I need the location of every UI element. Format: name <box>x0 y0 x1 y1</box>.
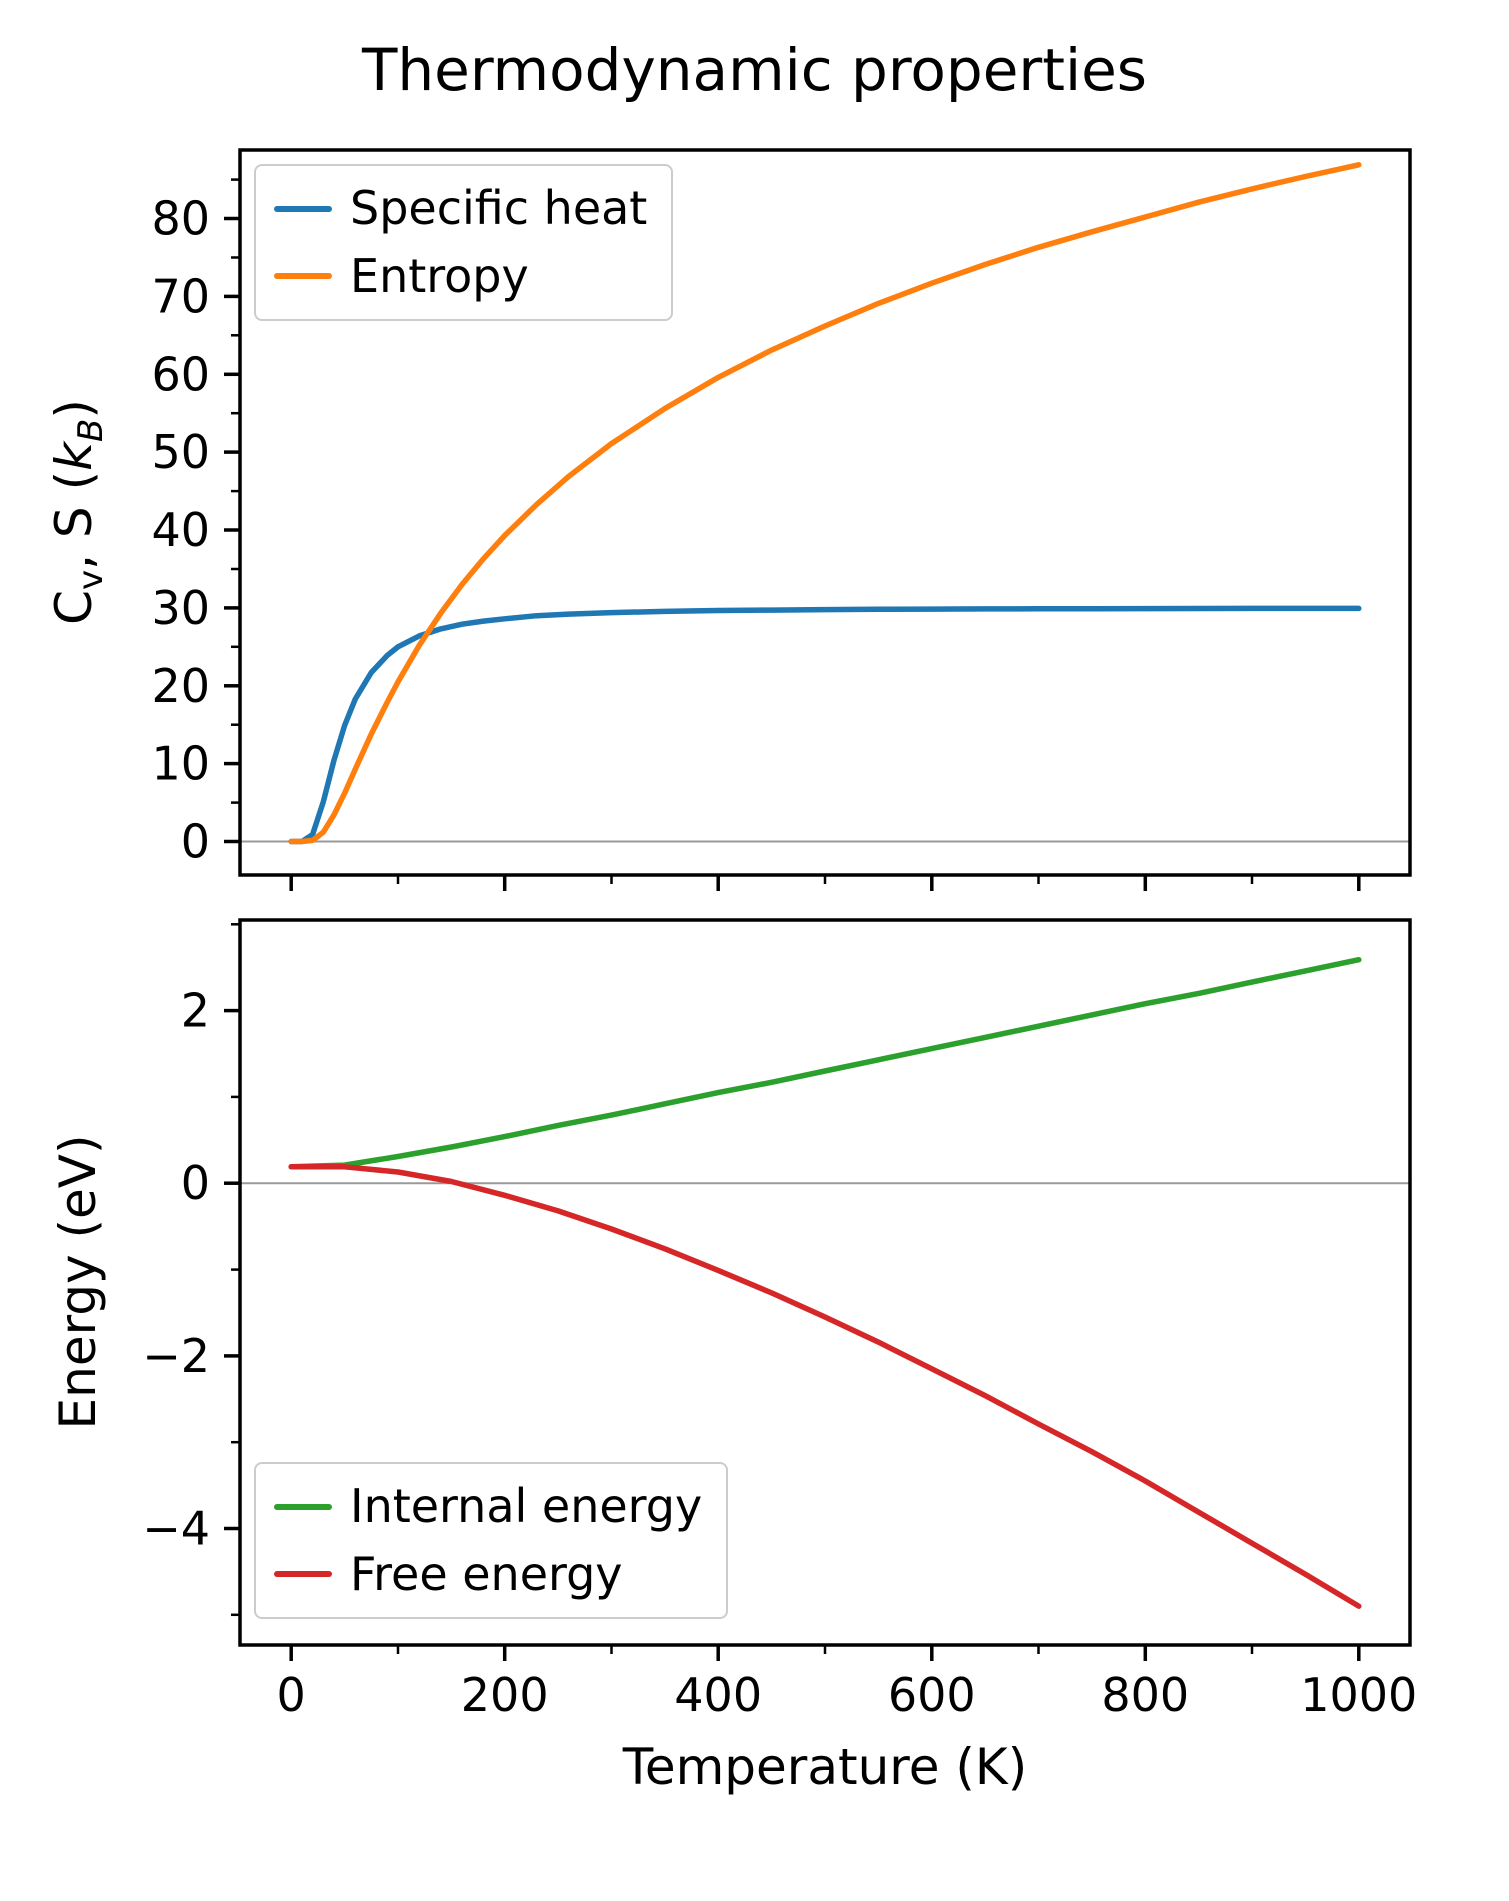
curve-entropy <box>288 162 1362 845</box>
x-tick-label: 200 <box>461 1668 549 1722</box>
legend-item-specific-heat: Specific heat <box>274 180 647 238</box>
bottom-y-tick-label: −2 <box>142 1329 210 1383</box>
curve-specific-heat <box>288 605 1362 845</box>
x-tick-label: 1000 <box>1300 1668 1417 1722</box>
specific-heat-line-swatch <box>274 205 332 212</box>
ylabel-top-close: ) <box>45 399 103 419</box>
x-tick-label: 800 <box>1101 1668 1189 1722</box>
top-y-tick-label: 50 <box>151 425 210 479</box>
curve-free-energy <box>288 1164 1362 1609</box>
top-y-tick-label: 10 <box>151 737 210 791</box>
bottom-y-tick-label: 0 <box>181 1156 210 1210</box>
top-y-tick-label: 30 <box>151 581 210 635</box>
ylabel-top-mid: , S ( <box>45 470 103 570</box>
bottom-y-axis-label: Energy (eV) <box>49 1134 107 1430</box>
legend-label-internal-energy: Internal energy <box>350 1479 703 1533</box>
ylabel-top-c: C <box>45 589 103 625</box>
top-y-tick-label: 0 <box>181 815 210 869</box>
curve-internal-energy <box>288 956 1362 1170</box>
figure-title: Thermodynamic properties <box>361 36 1148 104</box>
legend-top: Specific heat Entropy <box>254 164 674 321</box>
legend-item-internal-energy: Internal energy <box>274 1478 702 1536</box>
ylabel-top-v-subscript: v <box>71 569 111 590</box>
free-energy-line-swatch <box>274 1571 332 1578</box>
top-plot-border <box>238 148 1412 877</box>
x-tick-label: 400 <box>674 1668 762 1722</box>
top-y-tick-label: 80 <box>151 192 210 246</box>
legend-label-specific-heat: Specific heat <box>350 181 648 235</box>
ylabel-top-k: k <box>45 441 103 471</box>
x-tick-label: 0 <box>277 1668 306 1722</box>
top-y-tick-label: 70 <box>151 269 210 323</box>
legend-item-free-energy: Free energy <box>274 1546 702 1604</box>
x-axis-label: Temperature (K) <box>622 1738 1028 1796</box>
top-y-tick-label: 60 <box>151 347 210 401</box>
top-y-tick-label: 40 <box>151 503 210 557</box>
bottom-y-tick-label: −4 <box>142 1502 210 1556</box>
legend-label-free-energy: Free energy <box>350 1546 623 1601</box>
ylabel-top-b-subscript: B <box>71 418 111 442</box>
top-y-axis-label: Cv, S (kB) <box>45 399 111 625</box>
top-y-tick-label: 20 <box>151 659 210 713</box>
entropy-line-swatch <box>274 273 332 280</box>
legend-item-entropy: Entropy <box>274 248 647 306</box>
x-tick-label: 600 <box>888 1668 976 1722</box>
bottom-plot-border <box>238 918 1412 1647</box>
legend-bottom: Internal energy Free energy <box>254 1462 729 1619</box>
internal-energy-line-swatch <box>274 1503 332 1510</box>
legend-label-entropy: Entropy <box>350 248 529 303</box>
bottom-y-tick-label: 2 <box>181 984 210 1038</box>
